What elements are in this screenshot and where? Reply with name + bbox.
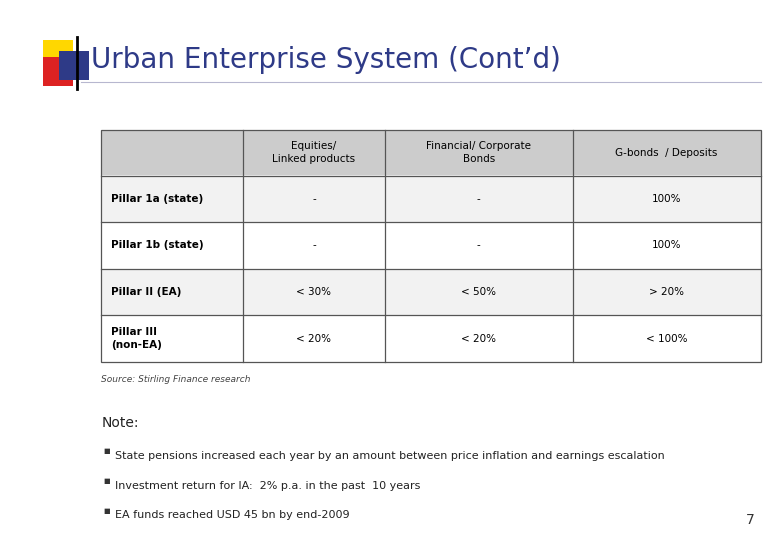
- Text: 100%: 100%: [652, 194, 681, 204]
- Text: Investment return for IA:  2% p.a. in the past  10 years: Investment return for IA: 2% p.a. in the…: [115, 481, 421, 491]
- Text: Pillar 1b (state): Pillar 1b (state): [111, 240, 204, 251]
- Text: ■: ■: [104, 448, 110, 454]
- Text: -: -: [477, 240, 480, 251]
- Text: Pillar II (EA): Pillar II (EA): [111, 287, 181, 297]
- Bar: [101, 315, 760, 362]
- Text: < 100%: < 100%: [646, 334, 687, 343]
- Bar: [43, 57, 73, 86]
- Text: 7: 7: [746, 512, 755, 526]
- Bar: [59, 51, 89, 80]
- Text: < 50%: < 50%: [461, 287, 496, 297]
- Bar: [43, 40, 73, 70]
- Bar: [101, 130, 760, 362]
- Bar: [101, 268, 760, 315]
- Text: Urban Enterprise System (Cont’d): Urban Enterprise System (Cont’d): [91, 46, 561, 73]
- Text: > 20%: > 20%: [649, 287, 684, 297]
- Text: < 20%: < 20%: [461, 334, 496, 343]
- Text: ■: ■: [104, 508, 110, 514]
- Bar: [101, 176, 760, 222]
- Text: Pillar 1a (state): Pillar 1a (state): [111, 194, 203, 204]
- Text: -: -: [312, 194, 316, 204]
- Text: 100%: 100%: [652, 240, 681, 251]
- Bar: [101, 222, 760, 268]
- Text: Pillar III
(non-EA): Pillar III (non-EA): [111, 327, 161, 350]
- Text: -: -: [477, 194, 480, 204]
- Text: Equities/
Linked products: Equities/ Linked products: [272, 141, 356, 164]
- Text: -: -: [312, 240, 316, 251]
- Text: ■: ■: [104, 478, 110, 484]
- Bar: [101, 130, 760, 176]
- Text: Source: Stirling Finance research: Source: Stirling Finance research: [101, 375, 251, 384]
- Text: < 20%: < 20%: [296, 334, 331, 343]
- Text: Note:: Note:: [101, 416, 139, 430]
- Text: EA funds reached USD 45 bn by end-2009: EA funds reached USD 45 bn by end-2009: [115, 510, 350, 521]
- Text: < 30%: < 30%: [296, 287, 331, 297]
- Text: Financial/ Corporate
Bonds: Financial/ Corporate Bonds: [426, 141, 531, 164]
- Text: G-bonds  / Deposits: G-bonds / Deposits: [615, 147, 718, 158]
- Text: State pensions increased each year by an amount between price inflation and earn: State pensions increased each year by an…: [115, 451, 665, 461]
